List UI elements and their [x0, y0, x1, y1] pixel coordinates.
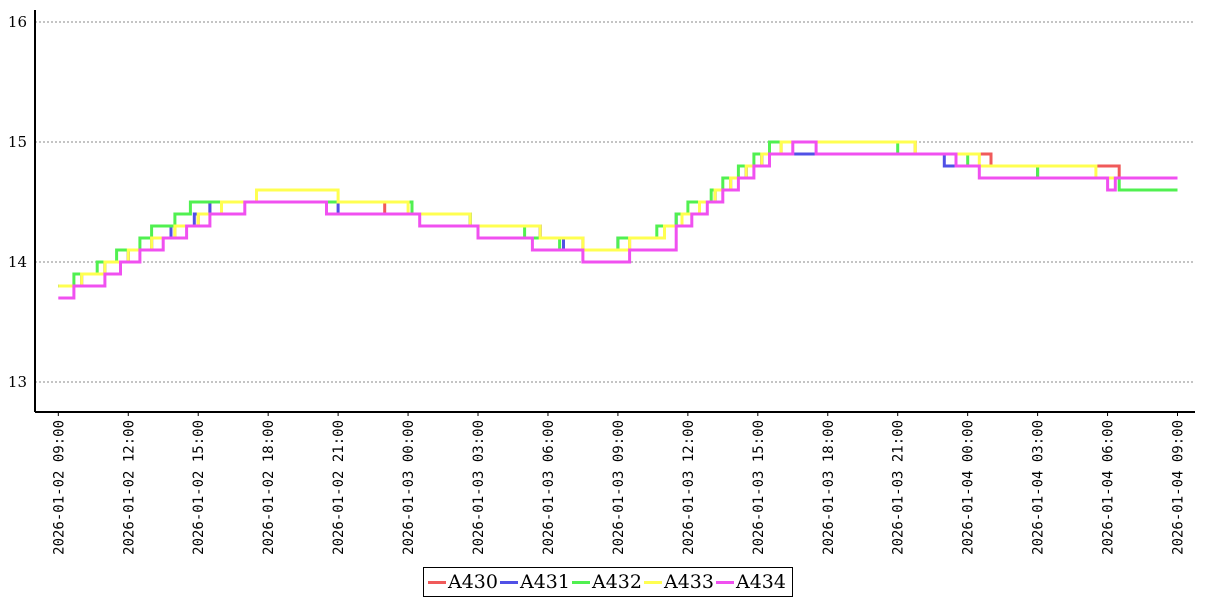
- legend-label: A434: [736, 571, 786, 593]
- legend-label: A433: [664, 571, 714, 593]
- legend-label: A431: [520, 571, 570, 593]
- series-line-A431: [58, 152, 1178, 288]
- legend-label: A430: [448, 571, 498, 593]
- legend-swatch: [500, 580, 518, 584]
- legend-item-A434: A434: [716, 571, 786, 593]
- x-tick-label: 2026-01-03 00:00: [401, 420, 417, 555]
- series-line-A434: [58, 140, 1178, 300]
- legend-swatch: [644, 580, 662, 584]
- y-tick-labels: 13 14 15 16: [8, 13, 27, 391]
- legend-item-A430: A430: [428, 571, 498, 593]
- x-tick-label: 2026-01-03 06:00: [541, 420, 557, 555]
- x-tick-label: 2026-01-04 00:00: [961, 420, 977, 555]
- x-tick-label: 2026-01-03 09:00: [611, 420, 627, 555]
- legend-item-A433: A433: [644, 571, 714, 593]
- x-tick-label: 2026-01-02 09:00: [51, 420, 67, 555]
- x-tick-label: 2026-01-04 03:00: [1031, 420, 1047, 555]
- legend-swatch: [572, 580, 590, 584]
- y-tick-label: 16: [8, 13, 27, 31]
- x-tick-label: 2026-01-02 15:00: [191, 420, 207, 555]
- legend-swatch: [428, 580, 446, 584]
- y-tick-label: 13: [8, 373, 27, 391]
- x-tick-label: 2026-01-03 21:00: [891, 420, 907, 555]
- x-tick-label: 2026-01-02 21:00: [331, 420, 347, 555]
- x-tick-label: 2026-01-03 18:00: [821, 420, 837, 555]
- axes: [34, 10, 1195, 413]
- legend-item-A432: A432: [572, 571, 642, 593]
- x-tick-label: 2026-01-04 09:00: [1171, 420, 1187, 555]
- x-tick-labels: 2026-01-02 09:00 2026-01-02 12:00 2026-01-…: [51, 412, 1187, 555]
- y-tick-label: 15: [8, 133, 27, 151]
- x-tick-label: 2026-01-03 15:00: [751, 420, 767, 555]
- x-tick-label: 2026-01-02 12:00: [121, 420, 137, 555]
- legend-swatch: [716, 580, 734, 584]
- x-tick-label: 2026-01-02 18:00: [261, 420, 277, 555]
- x-tick-label: 2026-01-03 12:00: [681, 420, 697, 555]
- x-tick-label: 2026-01-03 03:00: [471, 420, 487, 555]
- legend-item-A431: A431: [500, 571, 570, 593]
- legend-label: A432: [592, 571, 642, 593]
- x-tick-label: 2026-01-04 06:00: [1101, 420, 1117, 555]
- series-lines: [58, 140, 1178, 300]
- legend: A430 A431 A432 A433 A434: [423, 567, 793, 597]
- y-tick-label: 14: [8, 253, 27, 271]
